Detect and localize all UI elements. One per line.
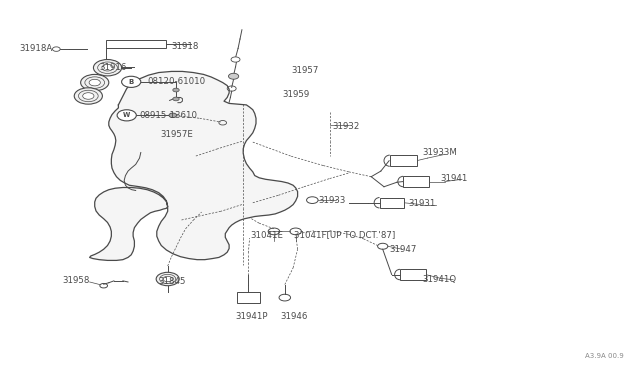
Text: W: W: [123, 112, 131, 118]
Circle shape: [231, 57, 240, 62]
Text: 31941: 31941: [440, 174, 468, 183]
Circle shape: [228, 73, 239, 79]
Text: 31957E: 31957E: [160, 130, 193, 139]
Circle shape: [122, 76, 141, 87]
Circle shape: [117, 110, 136, 121]
Bar: [390, 155, 417, 166]
Text: 08120-61010: 08120-61010: [147, 77, 205, 86]
Circle shape: [163, 276, 172, 282]
Text: 31957: 31957: [291, 66, 319, 75]
Text: 31941P: 31941P: [236, 312, 268, 321]
Polygon shape: [90, 71, 298, 260]
Text: 31918: 31918: [172, 42, 199, 51]
Circle shape: [89, 79, 100, 86]
Text: 31916: 31916: [99, 63, 127, 72]
Text: 31958: 31958: [63, 276, 90, 285]
Circle shape: [81, 74, 109, 91]
Circle shape: [173, 88, 179, 92]
Text: 31932: 31932: [333, 122, 360, 131]
Text: 31941Q: 31941Q: [422, 275, 456, 284]
Circle shape: [52, 47, 60, 51]
Bar: [380, 198, 404, 208]
Bar: [237, 292, 260, 303]
Text: 08915-13610: 08915-13610: [140, 111, 198, 120]
Circle shape: [173, 97, 179, 101]
Circle shape: [156, 272, 179, 286]
Text: 31931: 31931: [408, 199, 436, 208]
Text: 31041F[UP TO DCT.'87]: 31041F[UP TO DCT.'87]: [294, 231, 396, 240]
Text: 31933: 31933: [319, 196, 346, 205]
Text: 31947: 31947: [389, 246, 417, 254]
Circle shape: [74, 88, 102, 104]
Text: B: B: [129, 79, 134, 85]
Text: 31933M: 31933M: [422, 148, 457, 157]
Text: 31959: 31959: [283, 90, 310, 99]
Circle shape: [93, 60, 122, 76]
Text: 31845: 31845: [159, 278, 186, 286]
Circle shape: [102, 64, 113, 71]
Text: 31946: 31946: [280, 312, 308, 321]
Text: 31041E: 31041E: [251, 231, 284, 240]
Circle shape: [169, 113, 177, 118]
Text: 31918A: 31918A: [19, 44, 52, 53]
Bar: [400, 269, 426, 280]
Text: A3.9A 00.9: A3.9A 00.9: [585, 353, 624, 359]
Circle shape: [83, 93, 94, 99]
Bar: [403, 176, 429, 187]
